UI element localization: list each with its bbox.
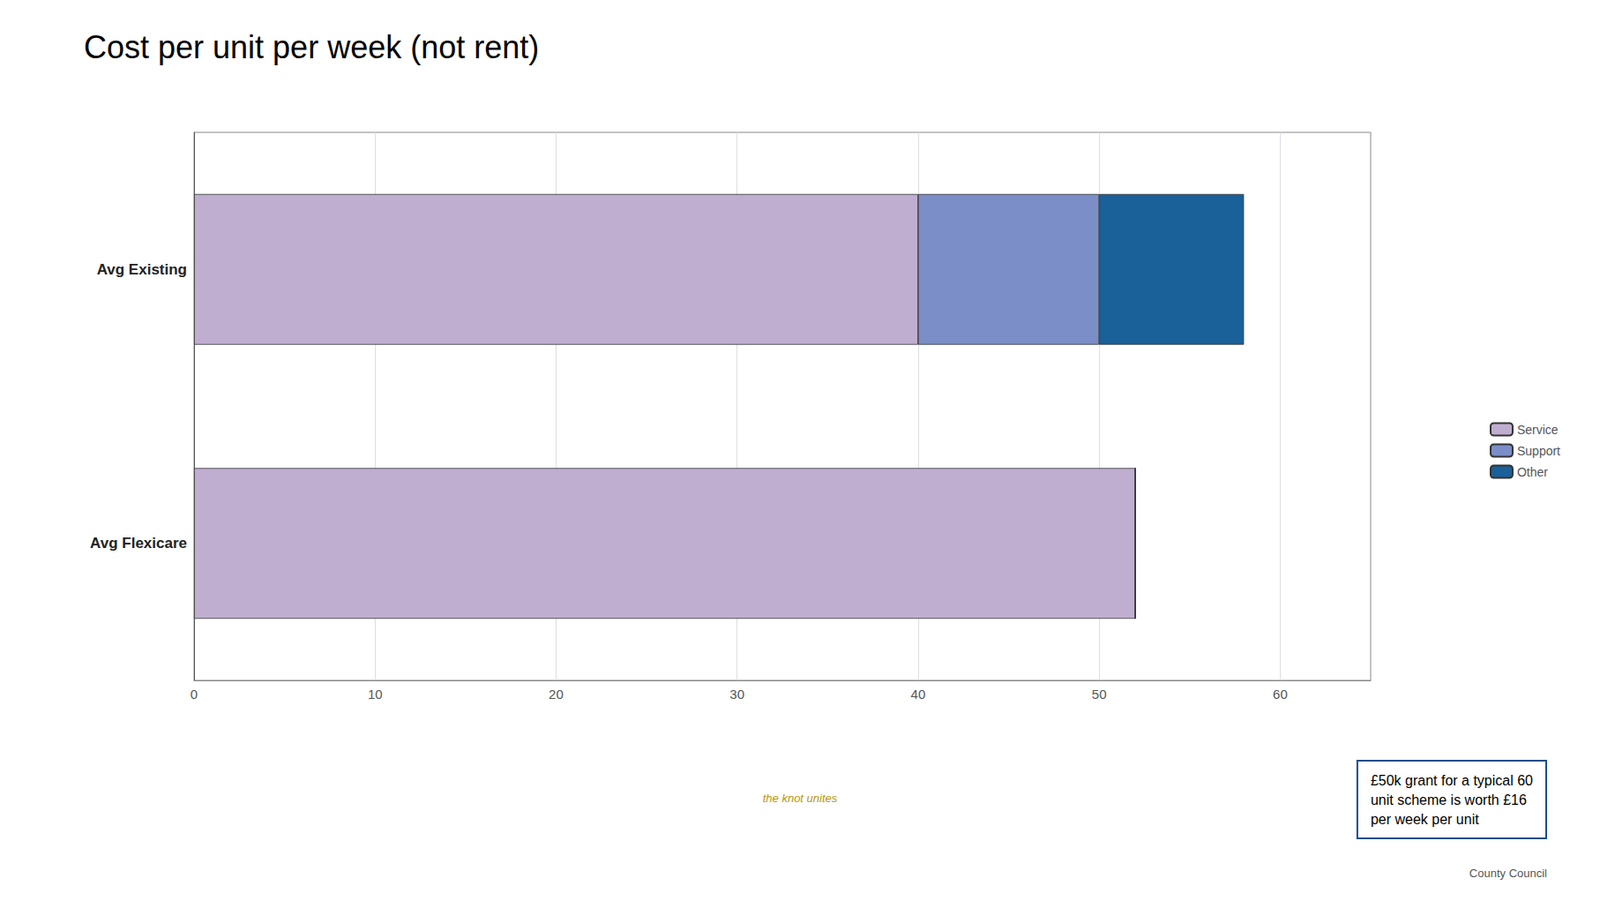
svg-text:unit scheme is worth £16: unit scheme is worth £16 [1370, 792, 1527, 808]
svg-text:£50k grant for a typical 60: £50k grant for a typical 60 [1370, 772, 1533, 788]
svg-text:Support: Support [1517, 443, 1561, 458]
svg-text:Avg Existing: Avg Existing [97, 261, 187, 278]
svg-text:50: 50 [1091, 686, 1107, 702]
svg-text:the knot unites: the knot unites [762, 791, 838, 805]
svg-text:30: 30 [729, 686, 745, 702]
svg-text:10: 10 [367, 686, 383, 702]
svg-text:60: 60 [1272, 686, 1288, 702]
svg-text:Service: Service [1517, 422, 1559, 437]
svg-text:40: 40 [911, 686, 927, 702]
svg-text:Cost per unit per week (not re: Cost per unit per week (not rent) [83, 29, 539, 66]
svg-text:Other: Other [1517, 464, 1548, 479]
svg-text:County Council: County Council [1469, 866, 1548, 880]
svg-text:0: 0 [190, 686, 198, 702]
svg-text:Avg Flexicare: Avg Flexicare [89, 534, 187, 552]
svg-text:20: 20 [548, 686, 564, 702]
svg-text:per week per unit: per week per unit [1370, 811, 1480, 827]
